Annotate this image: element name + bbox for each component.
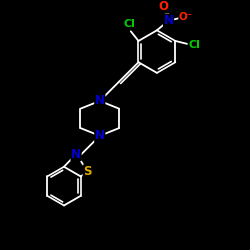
Text: N: N: [71, 148, 81, 161]
Text: Cl: Cl: [189, 40, 201, 50]
Text: N: N: [95, 129, 105, 142]
Text: O⁻: O⁻: [179, 12, 193, 22]
Text: O: O: [159, 0, 169, 12]
Text: N: N: [95, 94, 105, 108]
Text: S: S: [83, 165, 92, 178]
Text: N: N: [164, 14, 173, 27]
Text: Cl: Cl: [124, 20, 136, 30]
